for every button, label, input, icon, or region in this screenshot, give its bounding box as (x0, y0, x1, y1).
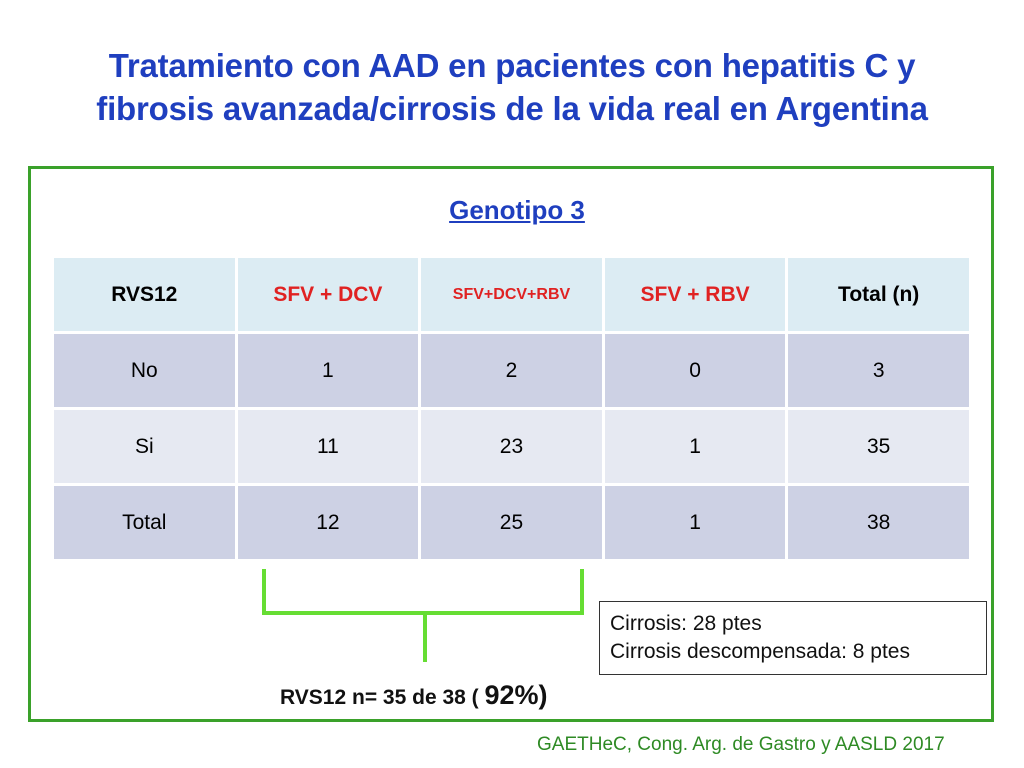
table-cell: 25 (421, 486, 602, 559)
table-cell: 1 (237, 334, 419, 407)
bracket-right-arm (580, 569, 584, 614)
table-cell: 12 (237, 486, 419, 559)
rvs12-table: RVS12 SFV + DCV SFV+DCV+RBV SFV + RBV To… (51, 255, 972, 562)
table-cell: Total (54, 486, 235, 559)
source-citation: GAETHeC, Cong. Arg. de Gastro y AASLD 20… (537, 734, 945, 755)
cirrosis-line: Cirrosis: 28 ptes (610, 612, 762, 635)
table-cell: No (54, 334, 235, 407)
bracket-left-arm (262, 569, 266, 614)
genotype-subtitle: Genotipo 3 (449, 195, 585, 225)
table-cell: 23 (421, 410, 602, 483)
table-cell: 11 (237, 410, 419, 483)
header-sfv-dcv-rbv: SFV+DCV+RBV (421, 258, 602, 331)
result-prefix: RVS12 n= 35 de 38 ( (280, 686, 485, 709)
cirrosis-descompensada-line: Cirrosis descompensada: 8 ptes (610, 640, 910, 663)
cirrosis-note-box: Cirrosis: 28 ptes Cirrosis descompensada… (599, 601, 987, 675)
table-header-row: RVS12 SFV + DCV SFV+DCV+RBV SFV + RBV To… (54, 258, 969, 331)
header-total: Total (n) (788, 258, 969, 331)
result-suffix: ) (538, 680, 548, 710)
table-cell: 0 (604, 334, 786, 407)
bracket-base (262, 611, 584, 615)
slide-title: Tratamiento con AAD en pacientes con hep… (0, 44, 1024, 130)
table-row: No 1 2 0 3 (54, 334, 969, 407)
table-cell: Si (54, 410, 235, 483)
table-cell: 3 (788, 334, 969, 407)
title-line-1: Tratamiento con AAD en pacientes con hep… (108, 47, 916, 84)
table-row: Si 11 23 1 35 (54, 410, 969, 483)
header-sfv-rbv: SFV + RBV (604, 258, 786, 331)
table-row: Total 12 25 1 38 (54, 486, 969, 559)
content-frame (28, 166, 994, 722)
table-cell: 1 (604, 486, 786, 559)
title-line-2: fibrosis avanzada/cirrosis de la vida re… (96, 90, 928, 127)
header-rvs12: RVS12 (54, 258, 235, 331)
bracket-stem (423, 614, 427, 662)
result-percent: 92% (484, 680, 539, 710)
table-cell: 1 (604, 410, 786, 483)
table-cell: 35 (788, 410, 969, 483)
header-sfv-dcv: SFV + DCV (237, 258, 419, 331)
table-cell: 38 (788, 486, 969, 559)
table-cell: 2 (421, 334, 602, 407)
rvs12-result: RVS12 n= 35 de 38 ( 92%) (280, 680, 548, 711)
